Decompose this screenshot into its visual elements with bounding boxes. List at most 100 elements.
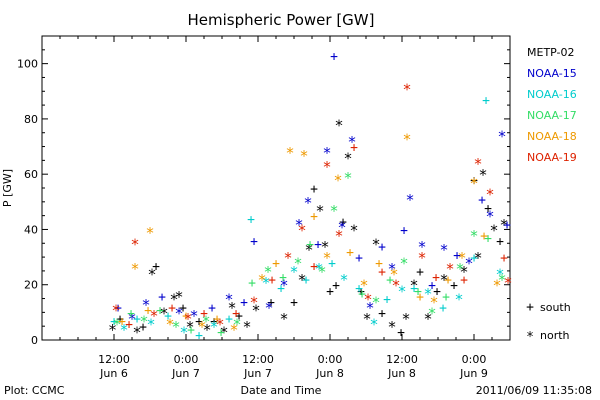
data-point: + [217,326,225,341]
data-point: * [334,227,343,245]
data-point: * [315,202,324,220]
chart-title: Hemispheric Power [GW] [188,11,375,29]
data-point: + [357,284,365,299]
data-point: + [272,257,280,272]
data-point: * [417,249,426,267]
data-point: + [210,315,218,330]
data-point: * [429,293,438,311]
data-point: + [168,301,176,316]
data-point: * [423,285,432,303]
marker-key-symbol: * [526,330,534,345]
data-point: * [304,241,313,259]
data-point: + [442,290,450,305]
legend-entry: METP-02 [527,46,575,59]
data-point: + [250,235,258,250]
data-point: + [139,320,147,335]
data-point: + [500,251,508,266]
data-point: + [110,315,118,330]
data-point: * [179,324,188,342]
x-tick-label-time: 12:00 [98,353,130,366]
y-axis: 0 20 40 60 80 100 [17,49,510,347]
data-point: * [478,166,487,184]
data-point: + [478,193,486,208]
data-point: * [264,299,273,317]
data-point: + [152,259,160,274]
data-point: * [457,249,466,267]
data-point: * [261,274,270,292]
data-point: + [460,273,468,288]
data-point: * [279,277,288,295]
data-point: + [116,312,124,327]
data-point: * [369,315,378,333]
data-point: + [310,182,318,197]
data-point: * [127,310,136,328]
x-tick-label-date: Jun 7 [243,367,272,380]
y-tick-label: 100 [17,58,38,71]
data-point: + [195,328,203,343]
data-point: + [414,284,422,299]
marker-key-label: north [540,329,570,342]
data-point: + [358,287,366,302]
data-point: + [208,301,216,316]
data-point: + [383,293,391,308]
data-point: * [257,271,266,289]
data-point: + [432,270,440,285]
data-point: + [290,295,298,310]
data-point: * [130,235,139,253]
data-point: + [386,273,394,288]
data-point: * [299,147,308,165]
data-point: * [439,271,448,289]
data-point: + [470,251,478,266]
data-point: + [339,215,347,230]
data-point: + [182,309,190,324]
data-point: * [329,202,338,220]
data-point: * [489,221,498,239]
data-point: + [314,237,322,252]
data-point: * [209,318,218,336]
data-point: + [484,232,492,247]
data-point: * [201,313,210,331]
data-point: * [499,216,508,234]
y-tick-label: 0 [31,334,38,347]
data-point: + [267,295,275,310]
data-point: + [118,315,126,330]
data-point: * [503,274,512,292]
data-point: + [428,279,436,294]
y-tick-label: 80 [24,113,38,126]
data-point: * [347,133,356,151]
data-point: * [492,277,501,295]
data-point: * [371,235,380,253]
data-point: * [197,318,206,336]
data-point: + [433,284,441,299]
data-point: * [322,144,331,162]
y-tick-label: 20 [24,279,38,292]
data-point: * [334,116,343,134]
data-point: + [302,273,310,288]
data-point: * [263,263,272,281]
x-tick-label-time: 12:00 [386,353,418,366]
data-point: * [297,271,306,289]
data-point: * [183,310,192,328]
data-point: + [268,273,276,288]
data-point: * [423,310,432,328]
data-point: + [114,301,122,316]
data-point: + [133,312,141,327]
x-tick-label-date: Jun 6 [99,367,128,380]
data-point: * [251,302,260,320]
data-point: + [330,49,338,64]
data-point: + [328,257,336,272]
data-point: + [235,309,243,324]
data-point: * [469,174,478,192]
data-point: * [469,227,478,245]
data-point: * [229,321,238,339]
data-point: + [156,304,164,319]
data-point: * [339,271,348,289]
legend-entry: NOAA-17 [527,109,577,122]
data-point: + [450,279,458,294]
data-point: + [240,295,248,310]
data-point: + [355,251,363,266]
data-point: * [391,277,400,295]
x-tick-label-date: Jun 9 [459,367,488,380]
x-tick-label-date: Jun 8 [315,367,344,380]
marker-key: + south * north [526,300,571,345]
